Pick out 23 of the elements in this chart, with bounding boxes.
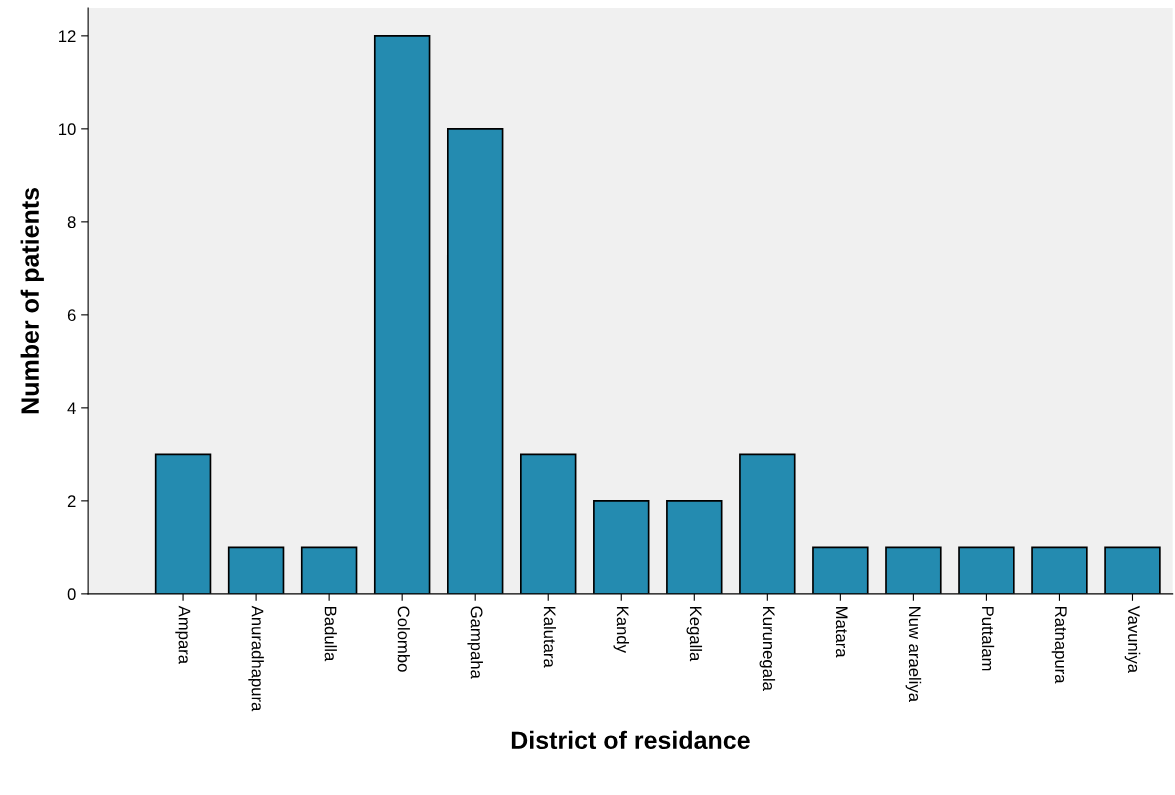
x-tick-label: Ratnapura	[1051, 607, 1067, 684]
x-tick-label: Kegalla	[686, 607, 703, 662]
x-tick-label: Ampara	[175, 605, 191, 665]
x-tick-label: Matara	[835, 607, 848, 658]
y-tick-label: 0	[67, 588, 76, 601]
x-tick-label: Kalutara	[543, 607, 556, 668]
x-tick-label: Colombo	[397, 606, 410, 672]
x-tick-label: Vavuniya	[1124, 605, 1141, 673]
x-tick-label: Gampaha	[467, 606, 483, 679]
y-tick-label: 8	[67, 216, 76, 229]
x-tick-label: Puttalam	[981, 607, 995, 671]
y-tick-label: 4	[67, 402, 76, 414]
y-tick-label: 10	[59, 123, 76, 136]
x-tick-label: Nuw araeliya	[905, 607, 922, 703]
y-axis-title: Number of patients	[20, 188, 44, 414]
x-tick-label: Anuradhapura	[248, 605, 264, 712]
y-tick-label: 2	[67, 495, 76, 507]
x-axis-title: District of residance	[511, 730, 750, 750]
x-tick-label: Badulla	[324, 607, 337, 662]
y-tick-label: 12	[59, 30, 76, 42]
x-tick-label: Kandy	[613, 607, 630, 653]
y-tick-label: 6	[67, 309, 76, 322]
x-tick-label: Kurunegala	[759, 607, 776, 691]
